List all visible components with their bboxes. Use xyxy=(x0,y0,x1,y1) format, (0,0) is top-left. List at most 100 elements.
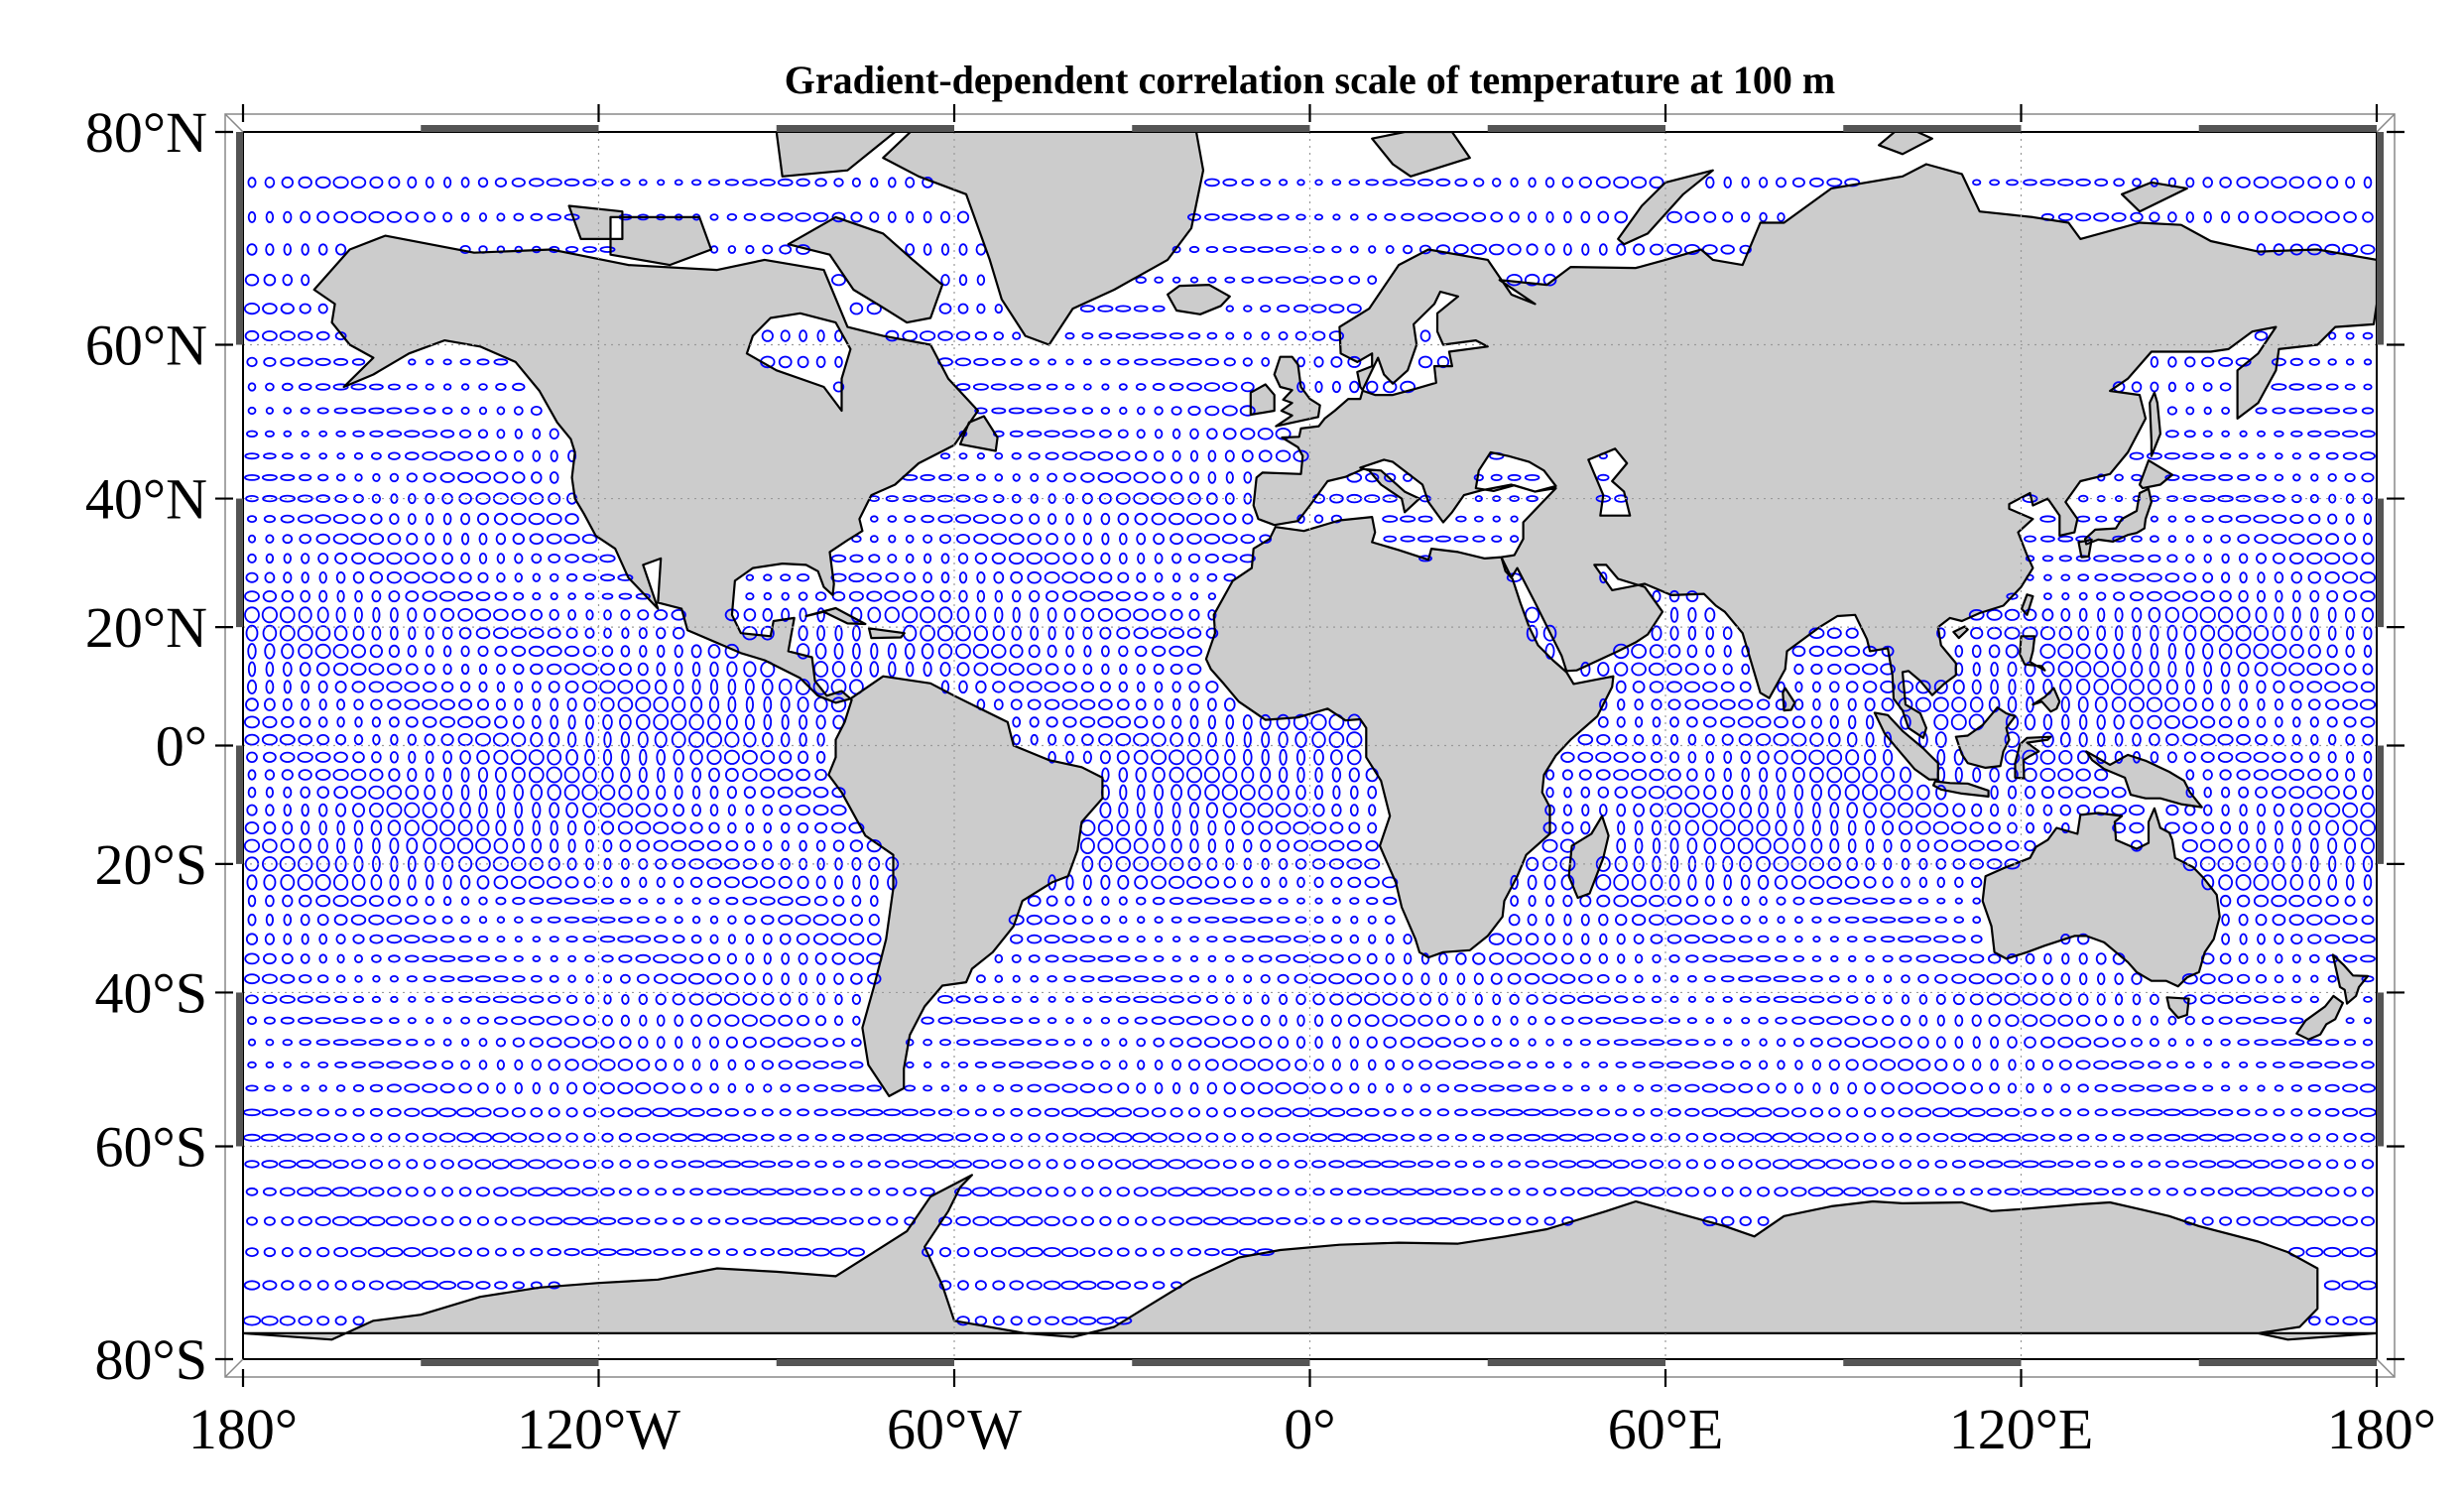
correlation-ellipse xyxy=(1027,1187,1043,1197)
correlation-ellipse xyxy=(1346,731,1363,748)
correlation-ellipse xyxy=(1329,821,1344,834)
correlation-ellipse xyxy=(1153,450,1165,462)
correlation-ellipse xyxy=(975,680,987,693)
correlation-ellipse xyxy=(1632,1133,1646,1143)
correlation-ellipse xyxy=(580,1248,599,1257)
correlation-ellipse xyxy=(2112,535,2126,543)
correlation-ellipse xyxy=(369,1159,383,1170)
correlation-ellipse xyxy=(350,785,367,800)
correlation-ellipse xyxy=(334,1316,347,1326)
correlation-ellipse xyxy=(1474,495,1483,503)
correlation-ellipse xyxy=(1687,733,1697,746)
correlation-ellipse xyxy=(1789,1159,1808,1170)
correlation-ellipse xyxy=(1542,273,1557,287)
correlation-ellipse xyxy=(2275,452,2283,460)
correlation-ellipse xyxy=(1812,936,1821,943)
correlation-ellipse xyxy=(511,645,527,658)
correlation-ellipse xyxy=(2254,210,2268,224)
correlation-ellipse xyxy=(1204,553,1219,564)
correlation-ellipse xyxy=(510,749,527,766)
correlation-ellipse xyxy=(2254,855,2269,873)
correlation-ellipse xyxy=(1064,533,1075,546)
correlation-ellipse xyxy=(458,1082,472,1094)
correlation-ellipse xyxy=(1844,663,1860,676)
correlation-ellipse xyxy=(831,821,846,834)
correlation-ellipse xyxy=(513,449,524,462)
correlation-ellipse xyxy=(1117,1016,1129,1025)
correlation-ellipse xyxy=(1846,1107,1859,1118)
correlation-ellipse xyxy=(1118,383,1128,391)
correlation-ellipse xyxy=(2344,1039,2357,1047)
correlation-ellipse xyxy=(1259,1159,1272,1170)
correlation-ellipse xyxy=(973,1246,989,1258)
correlation-ellipse xyxy=(616,1248,635,1256)
correlation-ellipse xyxy=(1243,471,1253,484)
correlation-ellipse xyxy=(778,679,793,695)
correlation-ellipse xyxy=(511,766,526,784)
correlation-ellipse xyxy=(1914,935,1932,943)
correlation-ellipse xyxy=(601,1132,614,1143)
correlation-ellipse xyxy=(2007,1036,2018,1049)
correlation-ellipse xyxy=(493,1107,509,1118)
correlation-ellipse xyxy=(246,1216,258,1226)
correlation-ellipse xyxy=(476,819,490,836)
correlation-ellipse xyxy=(1488,1108,1506,1117)
correlation-ellipse xyxy=(1597,473,1610,481)
correlation-ellipse xyxy=(1151,749,1168,766)
correlation-ellipse xyxy=(2363,750,2373,764)
correlation-ellipse xyxy=(1119,533,1128,546)
correlation-ellipse xyxy=(1793,663,1804,676)
correlation-ellipse xyxy=(317,716,328,728)
correlation-ellipse xyxy=(1188,1107,1201,1118)
correlation-ellipse xyxy=(1224,748,1236,766)
correlation-ellipse xyxy=(781,714,790,730)
correlation-ellipse xyxy=(1721,1159,1735,1170)
correlation-ellipse xyxy=(2287,1187,2306,1197)
correlation-ellipse xyxy=(1721,733,1734,746)
correlation-ellipse xyxy=(1061,571,1078,584)
correlation-ellipse xyxy=(2256,1062,2267,1068)
correlation-ellipse xyxy=(404,819,420,836)
correlation-ellipse xyxy=(780,329,791,342)
correlation-ellipse xyxy=(315,894,331,908)
correlation-ellipse xyxy=(1917,1036,1929,1049)
correlation-ellipse xyxy=(598,1216,617,1226)
correlation-ellipse xyxy=(2200,624,2216,642)
correlation-ellipse xyxy=(314,514,331,524)
correlation-ellipse xyxy=(1012,473,1021,482)
correlation-ellipse xyxy=(440,1215,454,1227)
correlation-ellipse xyxy=(1882,1015,1895,1027)
correlation-ellipse xyxy=(799,329,807,342)
correlation-ellipse xyxy=(2306,1187,2323,1197)
correlation-ellipse xyxy=(690,1217,703,1225)
correlation-ellipse xyxy=(1524,1133,1541,1142)
correlation-ellipse xyxy=(1417,1188,1435,1196)
correlation-ellipse xyxy=(655,916,667,924)
correlation-ellipse xyxy=(351,358,366,366)
lon-tick-label: 180° xyxy=(2327,1397,2436,1461)
correlation-ellipse xyxy=(315,1133,331,1143)
correlation-ellipse xyxy=(1614,210,1628,224)
correlation-ellipse xyxy=(298,382,312,391)
correlation-ellipse xyxy=(2270,1215,2288,1227)
correlation-ellipse xyxy=(688,953,704,964)
correlation-ellipse xyxy=(851,857,862,871)
correlation-ellipse xyxy=(2131,535,2143,543)
correlation-ellipse xyxy=(2288,176,2305,189)
correlation-ellipse xyxy=(584,627,595,639)
correlation-ellipse xyxy=(549,936,559,942)
correlation-ellipse xyxy=(425,996,435,1003)
correlation-ellipse xyxy=(247,382,257,392)
correlation-ellipse xyxy=(994,953,1004,964)
correlation-ellipse xyxy=(1116,750,1130,765)
correlation-ellipse xyxy=(514,819,524,836)
correlation-ellipse xyxy=(1846,936,1858,942)
correlation-ellipse xyxy=(1989,767,2000,783)
correlation-ellipse xyxy=(1828,1107,1841,1118)
correlation-ellipse xyxy=(1790,1107,1806,1118)
correlation-ellipse xyxy=(457,607,473,622)
correlation-ellipse xyxy=(511,732,527,747)
correlation-ellipse xyxy=(2290,751,2303,764)
correlation-ellipse xyxy=(2203,661,2213,678)
correlation-ellipse xyxy=(887,515,898,523)
